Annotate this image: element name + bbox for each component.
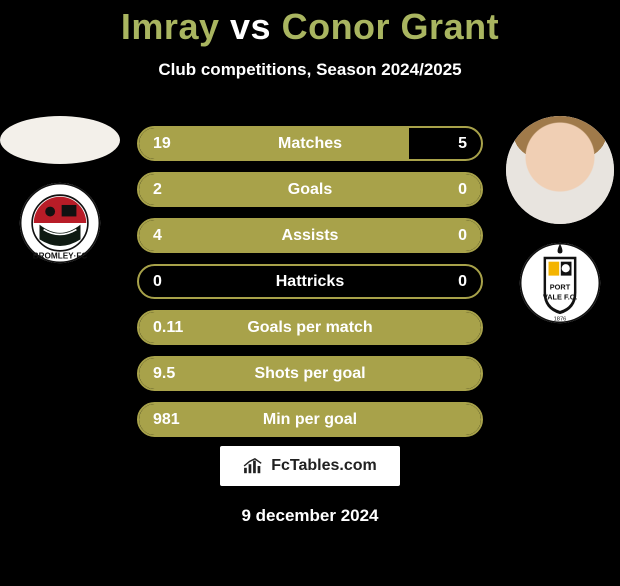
stats-panel: 19Matches52Goals04Assists00Hattricks00.1… bbox=[137, 126, 483, 437]
right-column: PORT VALE F.C. 1876 bbox=[500, 116, 620, 324]
stat-label: Goals per match bbox=[211, 319, 409, 337]
brand-text: FcTables.com bbox=[271, 457, 377, 475]
stat-row: 0.11Goals per match bbox=[137, 310, 483, 345]
left-column: BROMLEY·FC bbox=[0, 116, 120, 264]
stat-left-value: 2 bbox=[139, 181, 211, 199]
stat-label: Goals bbox=[211, 181, 409, 199]
player2-club-crest: PORT VALE F.C. 1876 bbox=[519, 242, 601, 324]
bar-chart-icon bbox=[243, 457, 265, 475]
subtitle: Club competitions, Season 2024/2025 bbox=[0, 60, 620, 80]
stat-left-value: 0.11 bbox=[139, 319, 211, 337]
stat-row: 19Matches5 bbox=[137, 126, 483, 161]
date-text: 9 december 2024 bbox=[0, 506, 620, 526]
svg-text:1876: 1876 bbox=[554, 317, 567, 323]
stat-left-value: 4 bbox=[139, 227, 211, 245]
svg-text:PORT: PORT bbox=[550, 283, 571, 292]
stat-label: Shots per goal bbox=[211, 365, 409, 383]
stat-left-value: 0 bbox=[139, 273, 211, 291]
page-title: Imray vs Conor Grant bbox=[0, 6, 620, 48]
stat-label: Hattricks bbox=[211, 273, 409, 291]
title-player2: Conor Grant bbox=[282, 6, 500, 47]
brand-badge: FcTables.com bbox=[220, 446, 400, 486]
svg-text:BROMLEY·FC: BROMLEY·FC bbox=[33, 251, 88, 260]
stat-right-value: 0 bbox=[409, 181, 481, 199]
stat-right-value: 5 bbox=[409, 135, 481, 153]
player1-club-crest: BROMLEY·FC bbox=[19, 182, 101, 264]
title-vs: vs bbox=[230, 6, 271, 47]
stat-row: 981Min per goal bbox=[137, 402, 483, 437]
stat-left-value: 9.5 bbox=[139, 365, 211, 383]
stat-left-value: 19 bbox=[139, 135, 211, 153]
stat-label: Assists bbox=[211, 227, 409, 245]
port-vale-crest-icon: PORT VALE F.C. 1876 bbox=[519, 242, 601, 324]
player2-photo bbox=[506, 116, 614, 224]
player1-photo bbox=[0, 116, 120, 164]
stat-row: 4Assists0 bbox=[137, 218, 483, 253]
stat-row: 2Goals0 bbox=[137, 172, 483, 207]
bromley-crest-icon: BROMLEY·FC bbox=[19, 182, 101, 264]
title-player1: Imray bbox=[121, 6, 220, 47]
stat-row: 9.5Shots per goal bbox=[137, 356, 483, 391]
stat-right-value: 0 bbox=[409, 227, 481, 245]
stat-label: Min per goal bbox=[211, 411, 409, 429]
stat-label: Matches bbox=[211, 135, 409, 153]
stat-left-value: 981 bbox=[139, 411, 211, 429]
svg-text:VALE F.C.: VALE F.C. bbox=[543, 292, 577, 301]
stat-right-value: 0 bbox=[409, 273, 481, 291]
stat-row: 0Hattricks0 bbox=[137, 264, 483, 299]
